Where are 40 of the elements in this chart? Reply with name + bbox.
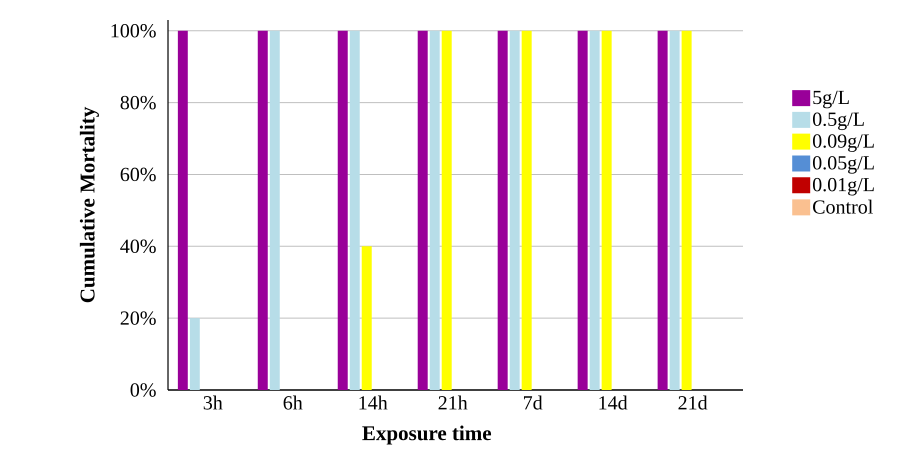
bar <box>418 30 428 390</box>
x-tick-label: 7d <box>524 396 542 410</box>
x-tick-label: 21h <box>438 396 468 410</box>
bar <box>350 30 360 390</box>
bar <box>178 30 188 390</box>
bar <box>498 30 508 390</box>
bar <box>258 30 268 390</box>
y-tick-label: 20% <box>120 311 156 325</box>
x-axis-title: Exposure time <box>362 426 492 445</box>
bar <box>578 30 588 390</box>
y-tick-label: 0% <box>130 383 156 397</box>
bar <box>682 30 692 390</box>
x-tick-label: 3h <box>204 396 223 410</box>
legend-label: 0.01g/L <box>812 178 874 196</box>
bar <box>510 30 520 390</box>
bar <box>522 30 532 390</box>
bar <box>430 30 440 390</box>
legend-label: 0.09g/L <box>812 134 874 152</box>
bar <box>270 30 280 390</box>
legend-label: Control <box>813 200 873 214</box>
y-axis-title: Cumulative Mortality <box>80 106 99 302</box>
legend-label: 5g/L <box>813 90 849 108</box>
x-tick-label: 21d <box>678 396 708 410</box>
y-tick-label: 40% <box>120 240 156 254</box>
y-tick-label: 80% <box>120 96 156 110</box>
legend-label: 0.5g/L <box>812 112 864 130</box>
bar <box>602 30 612 390</box>
bar <box>590 30 600 390</box>
x-tick-label: 14d <box>599 396 628 410</box>
bar <box>362 246 372 390</box>
x-tick-label: 14h <box>359 396 388 410</box>
y-tick-label: 60% <box>120 168 156 182</box>
legend-label: 0.05g/L <box>812 156 874 174</box>
y-tick-label: 100% <box>112 24 156 38</box>
bar <box>190 318 200 390</box>
bar <box>670 30 680 390</box>
x-tick-label: 6h <box>284 396 302 410</box>
bar <box>658 30 668 390</box>
bar <box>338 30 348 390</box>
bar <box>442 30 452 390</box>
